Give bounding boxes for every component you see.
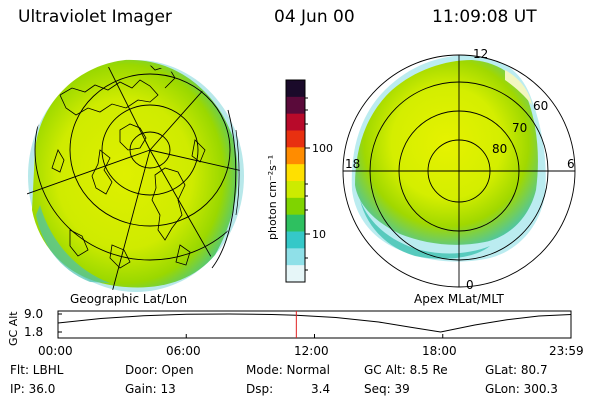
y-tick-9: 9.0 [24, 307, 43, 321]
colorbar-cell [286, 248, 305, 266]
altitude-series-line [57, 313, 572, 333]
coastline-map [51, 64, 206, 269]
mlat-label-60: 60 [533, 99, 548, 113]
info-glon: GLon: 300.3 [485, 382, 558, 396]
altitude-ylabel: GC Alt [7, 311, 20, 346]
mlat-label-80: 80 [492, 142, 507, 156]
info-glat: GLat: 80.7 [485, 363, 548, 377]
colorbar-tick-10: 10 [312, 228, 326, 241]
mlt-label-0: 0 [466, 278, 474, 292]
colorbar-unit-label: photon cm⁻²s⁻¹ [266, 155, 279, 240]
info-gain: Gain: 13 [125, 382, 176, 396]
right-panel-label: Apex MLat/MLT [414, 292, 504, 306]
colorbar: 100 10 photon cm⁻²s⁻¹ [266, 79, 333, 283]
app-title: Ultraviolet Imager [18, 7, 172, 27]
geographic-image [26, 59, 244, 292]
apex-polar-image: 12 18 6 0 60 70 80 [342, 47, 576, 292]
colorbar-tick-100: 100 [312, 142, 333, 155]
left-panel-label: Geographic Lat/Lon [70, 292, 188, 306]
colorbar-cell [286, 96, 305, 115]
info-door: Door: Open [125, 363, 194, 377]
mlt-label-12: 12 [473, 47, 488, 61]
mlt-label-6: 6 [567, 157, 575, 171]
colorbar-cell [286, 147, 305, 165]
x-tick-1200: 12:00 [294, 344, 329, 358]
info-ip: IP: 36.0 [10, 382, 56, 396]
y-tick-1-8: 1.8 [24, 325, 43, 339]
colorbar-cell [286, 214, 305, 232]
colorbar-cell [286, 181, 305, 199]
altitude-plot: 9.0 1.8 GC Alt [7, 307, 572, 346]
colorbar-cell [286, 164, 305, 182]
info-filter: Flt: LBHL [10, 363, 64, 377]
date-display: 04 Jun 00 [274, 7, 355, 27]
info-seq: Seq: 39 [364, 382, 410, 396]
time-display: 11:09:08 UT [432, 7, 537, 27]
colorbar-cell [286, 80, 305, 98]
colorbar-cell [286, 197, 305, 216]
x-tick-2359: 23:59 [549, 344, 584, 358]
x-tick-0600: 06:00 [166, 344, 201, 358]
mlt-label-18: 18 [345, 157, 360, 171]
info-dsp-label: Dsp: [246, 382, 274, 396]
x-tick-0000: 00:00 [38, 344, 73, 358]
x-tick-1800: 18:00 [422, 344, 457, 358]
info-gc-alt: GC Alt: 8.5 Re [364, 363, 448, 377]
colorbar-cell [286, 265, 305, 283]
mlat-label-70: 70 [512, 121, 527, 135]
colorbar-cell [286, 130, 305, 148]
info-mode: Mode: Normal [246, 363, 330, 377]
polar-grid [342, 54, 576, 288]
info-dsp-value: 3.4 [311, 382, 331, 396]
colorbar-cell [286, 113, 305, 131]
colorbar-cell [286, 231, 305, 249]
